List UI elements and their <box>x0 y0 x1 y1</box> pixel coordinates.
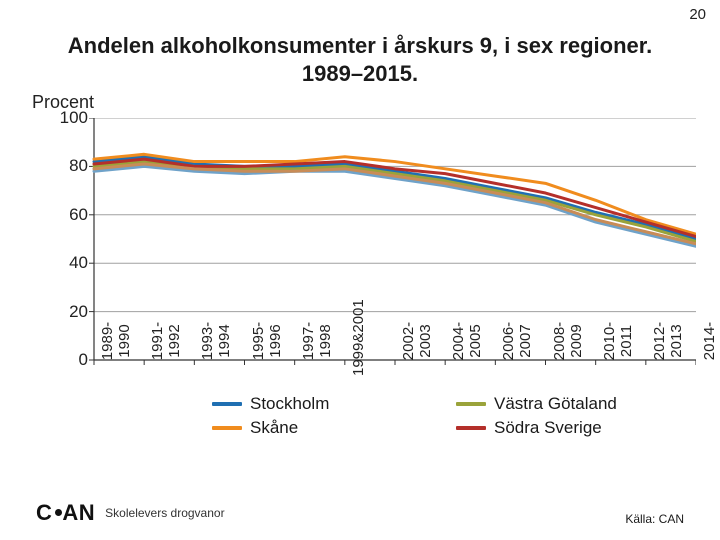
legend-col-2: Västra Götaland Södra Sverige <box>456 394 617 442</box>
brand-logo: CAN <box>36 500 95 526</box>
footer: CAN Skolelevers drogvanor Källa: CAN <box>36 500 684 526</box>
legend-item: Södra Sverige <box>456 418 617 438</box>
legend-item: Stockholm <box>212 394 329 414</box>
x-tick-label: 2002-2003 <box>400 306 434 376</box>
x-tick-label: 2012-2013 <box>651 306 685 376</box>
x-tick-label: 2014-2015 <box>701 306 720 376</box>
legend-swatch <box>212 426 242 430</box>
y-tick-label: 60 <box>69 205 88 225</box>
legend-item: Skåne <box>212 418 329 438</box>
line-chart: 020406080100 1989-19901991-19921993-1994… <box>36 118 696 468</box>
x-tick-label: 1991-1992 <box>149 306 183 376</box>
x-tick-label: 2006-2007 <box>500 306 534 376</box>
y-tick-label: 100 <box>60 108 88 128</box>
legend-col-1: Stockholm Skåne <box>212 394 329 442</box>
footer-source: Källa: CAN <box>625 512 684 526</box>
x-tick-label: 1993-1994 <box>199 306 233 376</box>
slide: 20 Andelen alkoholkonsumenter i årskurs … <box>0 0 720 540</box>
x-tick-label: 1989-1990 <box>99 306 133 376</box>
x-tick-label: 2010-2011 <box>601 306 635 376</box>
y-tick-label: 20 <box>69 302 88 322</box>
legend-label: Skåne <box>250 418 298 438</box>
title-line-1: Andelen alkoholkonsumenter i årskurs 9, … <box>68 33 652 58</box>
chart-title: Andelen alkoholkonsumenter i årskurs 9, … <box>0 32 720 87</box>
x-tick-label: 1995-1996 <box>250 306 284 376</box>
legend-swatch <box>456 426 486 430</box>
x-tick-label: 1997-1998 <box>300 306 334 376</box>
legend-label: Västra Götaland <box>494 394 617 414</box>
x-tick-label: 1999&2001 <box>350 306 367 376</box>
y-tick-label: 0 <box>79 350 88 370</box>
footer-left: CAN Skolelevers drogvanor <box>36 500 225 526</box>
footer-subtitle: Skolelevers drogvanor <box>105 506 224 520</box>
y-tick-label: 80 <box>69 156 88 176</box>
y-tick-label: 40 <box>69 253 88 273</box>
dot-icon <box>55 509 62 516</box>
title-line-2: 1989–2015. <box>302 61 418 86</box>
legend-swatch <box>456 402 486 406</box>
x-tick-label: 2008-2009 <box>551 306 585 376</box>
legend-item: Västra Götaland <box>456 394 617 414</box>
legend-label: Stockholm <box>250 394 329 414</box>
page-number: 20 <box>689 6 706 23</box>
legend-swatch <box>212 402 242 406</box>
legend-label: Södra Sverige <box>494 418 602 438</box>
x-tick-label: 2004-2005 <box>450 306 484 376</box>
